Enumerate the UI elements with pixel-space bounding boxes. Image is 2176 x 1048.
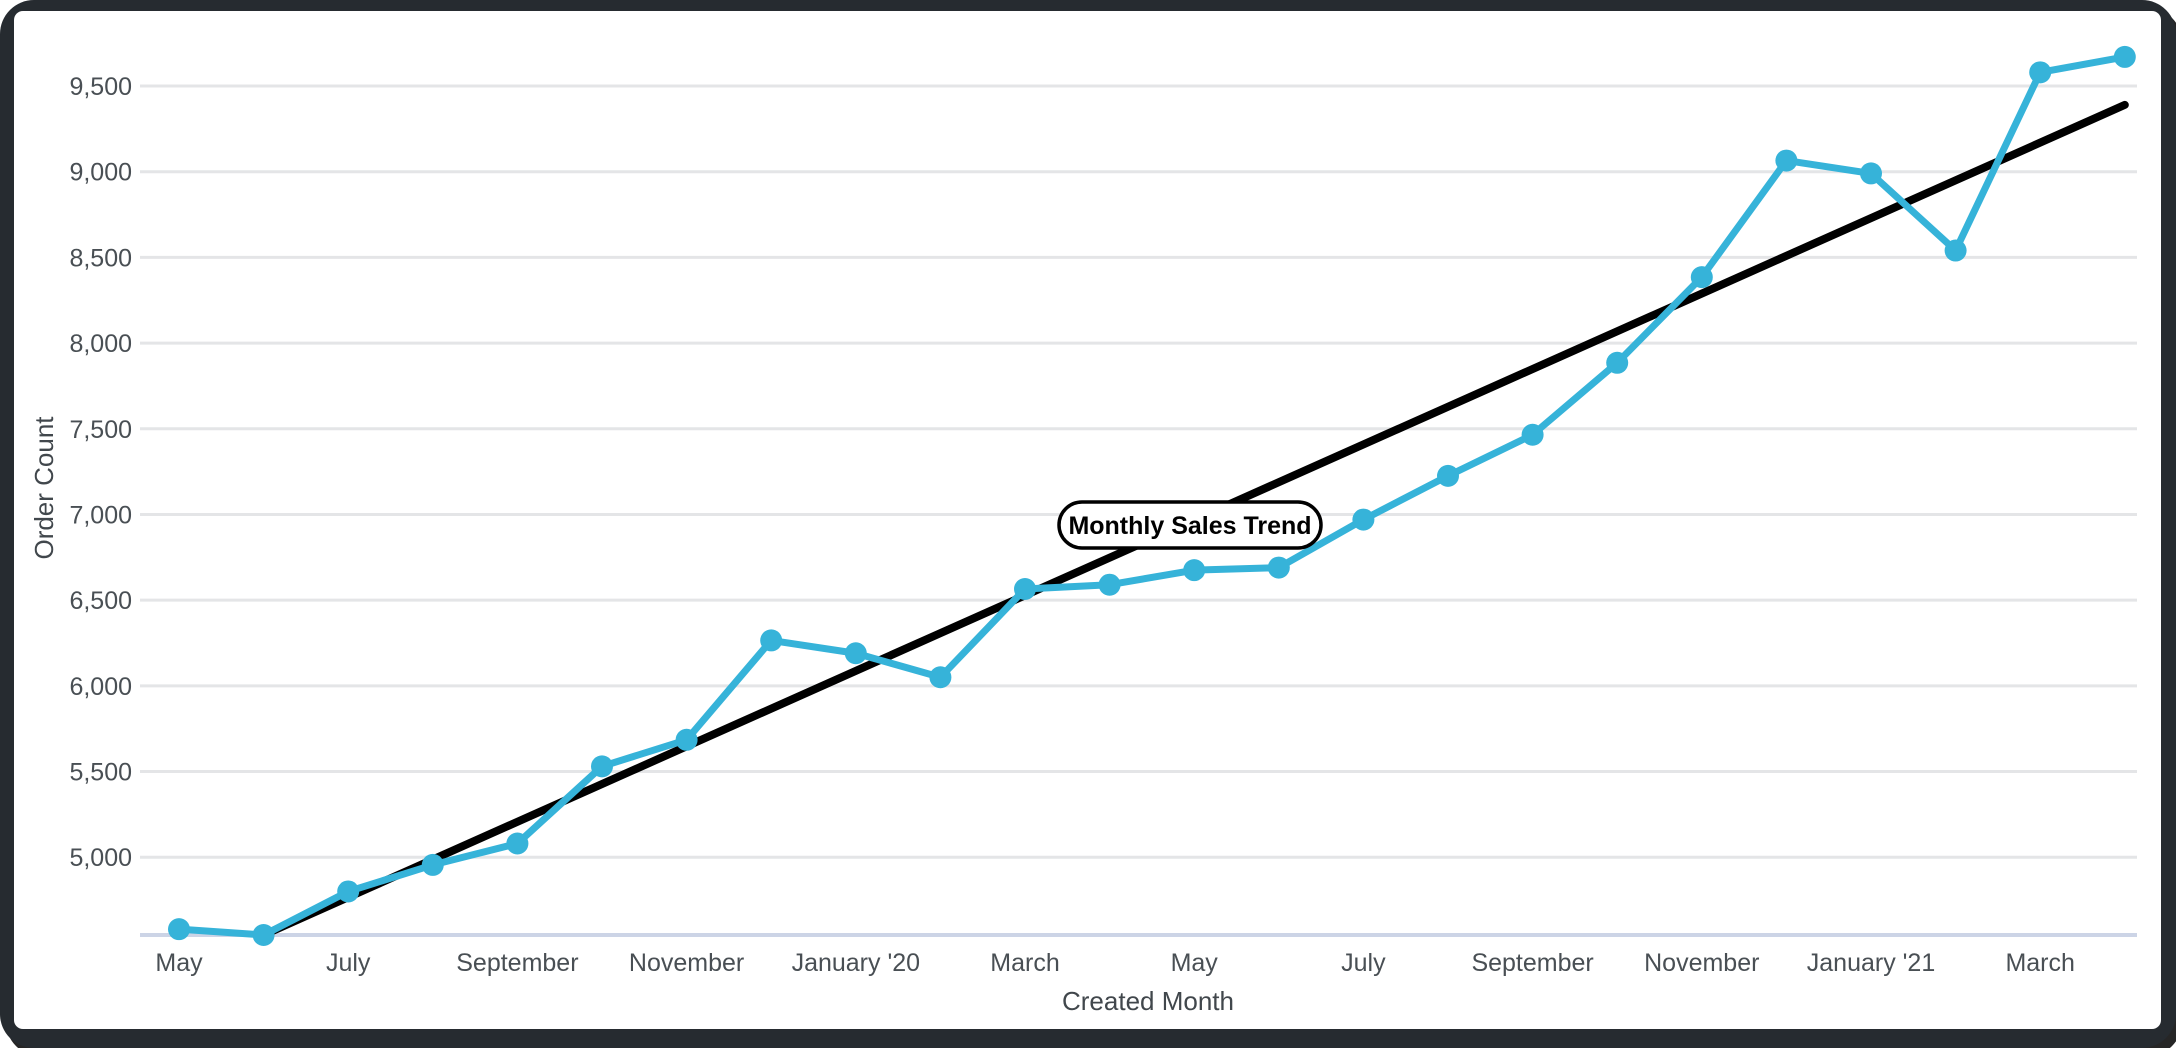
x-tick-label: May [155,949,203,977]
data-point[interactable] [337,880,360,903]
data-point[interactable] [1352,508,1375,531]
y-axis-title: Order Count [29,416,59,560]
data-point[interactable] [1437,464,1459,487]
data-point[interactable] [1775,149,1798,172]
data-point[interactable] [1521,423,1544,446]
y-tick-label: 9,500 [69,73,132,101]
data-point[interactable] [1606,351,1629,374]
x-tick-label: March [990,949,1059,977]
data-point[interactable] [1183,559,1206,582]
x-tick-label: July [1341,949,1386,977]
x-tick-label: September [1471,949,1593,977]
y-tick-label: 8,500 [69,244,132,272]
data-point[interactable] [1098,573,1121,596]
data-point[interactable] [844,642,867,665]
y-tick-label: 9,000 [69,159,132,187]
data-point[interactable] [421,853,444,876]
data-point[interactable] [1014,578,1036,601]
data-point[interactable] [1267,556,1290,579]
x-tick-label: September [456,949,578,977]
annotation-label: Monthly Sales Trend [1068,512,1311,540]
data-point[interactable] [506,832,529,855]
annotation-pill [1057,500,1323,550]
data-point[interactable] [591,755,613,778]
data-point[interactable] [675,728,698,751]
y-tick-label: 6,500 [69,587,132,615]
data-point[interactable] [252,924,275,946]
data-point[interactable] [2113,45,2136,68]
data-point[interactable] [1944,239,1967,262]
y-tick-label: 5,500 [69,759,132,787]
x-tick-label: July [326,949,371,977]
y-tick-label: 7,500 [69,416,132,444]
x-tick-label: November [1644,949,1759,977]
x-tick-label: January '21 [1807,949,1935,977]
data-point[interactable] [168,918,190,941]
x-axis-title: Created Month [1062,986,1234,1016]
data-point[interactable] [1860,162,1882,185]
y-tick-label: 6,000 [69,673,132,701]
y-tick-label: 5,000 [69,844,132,872]
x-tick-label: November [629,949,744,977]
x-tick-label: May [1171,949,1219,977]
series-line [175,53,2129,939]
data-point[interactable] [2029,61,2052,84]
data-point[interactable] [760,629,783,652]
data-point[interactable] [929,666,952,689]
data-point[interactable] [1690,266,1713,289]
y-tick-label: 7,000 [69,501,132,529]
y-tick-label: 8,000 [69,330,132,358]
x-tick-label: March [2005,949,2074,977]
x-tick-label: January '20 [792,949,920,977]
